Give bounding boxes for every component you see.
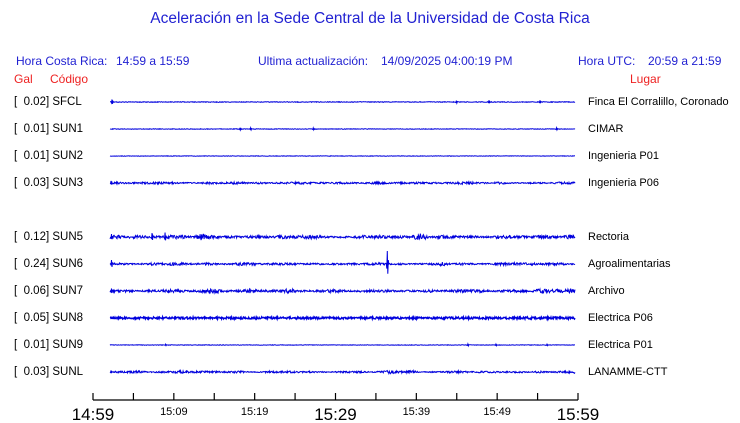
station-gal-code-label: [ 0.03] SUN3 <box>14 177 84 189</box>
waveform-path <box>109 125 576 132</box>
column-header-lugar: Lugar <box>630 72 661 86</box>
waveform-path <box>109 287 576 295</box>
station-trace-sun6 <box>109 250 576 274</box>
hora-costa-rica-value: 14:59 a 15:59 <box>116 54 190 68</box>
station-lugar-label: Electrica P06 <box>588 312 653 324</box>
station-lugar-label: Rectoria <box>588 231 629 243</box>
station-gal-code-label: [ 0.02] SFCL <box>14 96 82 108</box>
time-axis: 14:59 15:09 15:19 15:29 15:39 15:49 15:59 <box>72 393 600 423</box>
station-gal-code-label: [ 0.01] SUN1 <box>14 123 84 135</box>
axis-tick-label: 15:59 <box>557 405 600 423</box>
station-trace-sun1 <box>109 125 576 132</box>
column-header-gal: Gal <box>14 72 33 86</box>
axis-tick-label: 15:29 <box>314 405 357 423</box>
ultima-actualizacion-value: 14/09/2025 04:00:19 PM <box>381 54 513 68</box>
station-gal-code-label: [ 0.01] SUN2 <box>14 150 84 162</box>
hora-utc-value: 20:59 a 21:59 <box>648 54 722 68</box>
axis-tick-label: 15:19 <box>241 406 269 418</box>
ultima-actualizacion-label: Ultima actualización: <box>258 54 369 68</box>
station-trace-sun5 <box>109 232 576 241</box>
waveform-path <box>109 232 576 241</box>
axis-tick-label: 15:49 <box>483 406 511 418</box>
waveform-path <box>109 314 576 322</box>
waveform-path <box>109 99 576 105</box>
station-lugar-label: LANAMME-CTT <box>588 366 668 378</box>
station-trace-sun8 <box>109 314 576 322</box>
station-trace-sun7 <box>109 287 576 295</box>
column-header-codigo: Código <box>50 72 89 86</box>
station-gal-code-label: [ 0.05] SUN8 <box>14 312 84 324</box>
station-gal-code-label: [ 0.03] SUNL <box>14 366 84 378</box>
station-gal-code-label: [ 0.12] SUN5 <box>14 231 84 243</box>
station-lugar-label: Electrica P01 <box>588 339 653 351</box>
station-trace-sfcl <box>109 99 576 105</box>
station-lugar-label: CIMAR <box>588 123 624 135</box>
waveform-path <box>109 368 576 376</box>
page-title: Aceleración en la Sede Central de la Uni… <box>150 10 590 27</box>
station-lugar-label: Ingenieria P01 <box>588 150 659 162</box>
waveform-path <box>109 155 576 157</box>
axis-tick-label: 15:09 <box>160 406 188 418</box>
axis-tick-label: 15:39 <box>403 406 431 418</box>
station-trace-sun9 <box>109 342 576 348</box>
station-gal-code-label: [ 0.24] SUN6 <box>14 258 84 270</box>
axis-tick-label: 14:59 <box>72 405 115 423</box>
station-lugar-label: Archivo <box>588 285 625 297</box>
waveform-path <box>109 250 576 274</box>
station-gal-code-label: [ 0.06] SUN7 <box>14 285 84 297</box>
waveform-path <box>109 342 576 348</box>
station-trace-sun2 <box>109 155 576 157</box>
waveform-path <box>109 180 576 186</box>
station-lugar-label: Finca El Corralillo, Coronado <box>588 96 729 108</box>
station-gal-code-label: [ 0.01] SUN9 <box>14 339 84 351</box>
hora-costa-rica-label: Hora Costa Rica: <box>16 54 108 68</box>
station-trace-sunl <box>109 368 576 376</box>
station-lugar-label: Agroalimentarias <box>588 258 671 270</box>
hora-utc-label: Hora UTC: <box>578 54 636 68</box>
station-lugar-label: Ingenieria P06 <box>588 177 659 189</box>
station-trace-sun3 <box>109 180 576 186</box>
